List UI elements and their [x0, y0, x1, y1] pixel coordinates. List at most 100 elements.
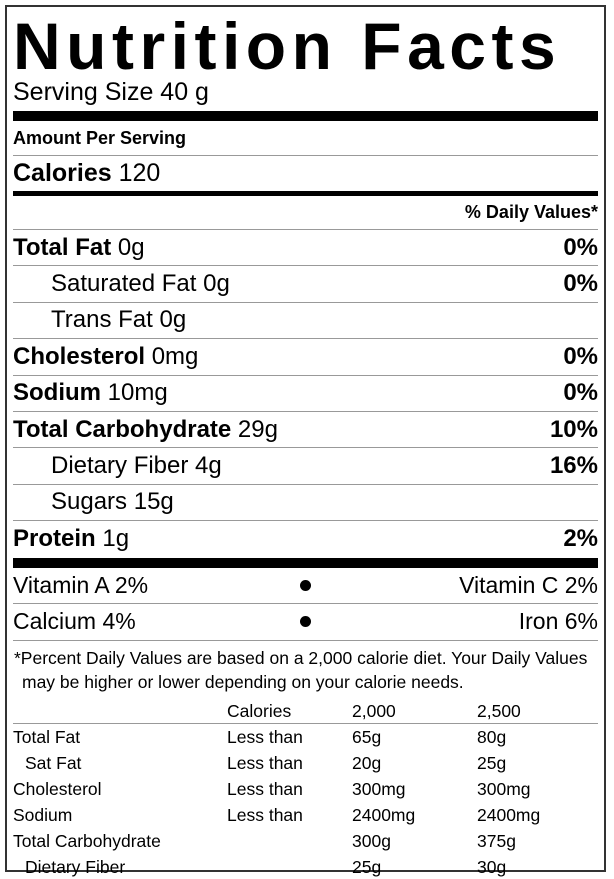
vitamin-row: Calcium 4% Iron 6%: [13, 604, 598, 641]
nutrient-daily-value: 2%: [563, 525, 598, 553]
nutrient-name: Dietary Fiber 4g: [51, 452, 222, 480]
nutrient-name: Sugars 15g: [51, 488, 174, 516]
table-header: Calories 2,000 2,500: [13, 698, 598, 724]
nutrient-label: Dietary Fiber: [51, 452, 189, 480]
nutrient-daily-value: 16%: [549, 452, 598, 480]
vitamin-right: Vitamin C 2%: [459, 571, 598, 598]
amount-per-serving: Amount Per Serving: [13, 121, 598, 156]
nutrient-label: Trans Fat: [51, 306, 153, 334]
nutrient-amount: 15g: [133, 488, 174, 516]
nutrient-amount: 4g: [195, 452, 222, 480]
nutrition-facts-label: Nutrition Facts Serving Size 40 g Amount…: [5, 5, 606, 877]
label-title: Nutrition Facts: [13, 9, 562, 83]
table-cell: 2400mg: [477, 804, 541, 825]
table-cell: 25g: [352, 856, 382, 877]
nutrient-name: Protein 1g: [13, 525, 129, 553]
divider-thick: [13, 557, 598, 568]
table-cell: 65g: [352, 726, 382, 747]
vitamin-left: Vitamin A 2%: [13, 571, 149, 598]
table-row: Dietary Fiber 25g 30g: [13, 854, 598, 879]
table-cell: Total Carbohydrate: [13, 830, 161, 851]
nutrient-label: Cholesterol: [13, 342, 146, 370]
table-cell: 30g: [477, 856, 507, 877]
table-cell: Total Fat: [13, 726, 81, 747]
nutrient-amount: 0g: [117, 233, 145, 261]
table-cell: Less than: [227, 778, 303, 799]
calories-label: Calories: [13, 159, 112, 187]
table-cell: [227, 828, 352, 854]
table-cell: Cholesterol: [13, 778, 102, 799]
nutrient-row: Protein 1g 2%: [13, 521, 598, 557]
bullet-icon: [300, 616, 311, 628]
nutrient-name: Total Carbohydrate 29g: [13, 416, 278, 444]
daily-values-header: % Daily Values*: [13, 196, 598, 230]
reference-table: Calories 2,000 2,500 Total Fat Less than 65g 8…: [13, 698, 598, 879]
nutrient-name: Cholesterol 0mg: [13, 343, 198, 371]
nutrient-amount: 0mg: [151, 342, 199, 370]
nutrient-daily-value: 10%: [549, 415, 598, 443]
nutrient-label: Total Fat: [13, 233, 112, 261]
divider-medium: [13, 191, 598, 196]
nutrient-daily-value: 0%: [563, 233, 598, 261]
vitamin-row: Vitamin A 2% Vitamin C 2%: [13, 568, 598, 605]
calories-value: 120: [118, 159, 161, 187]
table-cell: 2,000: [352, 700, 396, 721]
nutrient-name: Sodium 10mg: [13, 379, 168, 407]
table-cell: 2,500: [477, 700, 521, 721]
table-cell: 300mg: [352, 778, 406, 799]
divider-thick: [13, 111, 598, 121]
table-row: Sat Fat Less than 20g 25g: [13, 750, 598, 776]
nutrient-row: Sodium 10mg 0%: [13, 376, 598, 412]
table-cell: Less than: [227, 752, 303, 773]
table-cell: Sat Fat: [25, 752, 82, 773]
nutrient-amount: 10mg: [107, 379, 168, 407]
nutrient-name: Saturated Fat 0g: [51, 270, 230, 298]
table-row: Total Carbohydrate 300g 375g: [13, 828, 598, 854]
table-row: Sodium Less than 2400mg 2400mg: [13, 802, 598, 828]
vitamin-right: Iron 6%: [518, 608, 598, 635]
nutrient-label: Protein: [13, 525, 96, 553]
table-row: Total Fat Less than 65g 80g: [13, 724, 598, 750]
vitamin-left: Calcium 4%: [13, 608, 136, 635]
table-cell: Less than: [227, 804, 303, 825]
table-cell: 20g: [352, 752, 382, 773]
nutrient-row: Cholesterol 0mg 0%: [13, 339, 598, 376]
table-row: Cholesterol Less than 300mg 300mg: [13, 776, 598, 802]
nutrient-row: Total Carbohydrate 29g 10%: [13, 412, 598, 449]
nutrient-row: Sugars 15g: [13, 485, 598, 522]
table-cell: Calories: [227, 700, 292, 721]
nutrient-daily-value: 0%: [563, 270, 598, 298]
footnote: *Percent Daily Values are based on a 2,0…: [14, 647, 588, 692]
table-cell: 2400mg: [352, 804, 416, 825]
table-cell: Less than: [227, 726, 303, 747]
table-cell: 25g: [477, 752, 507, 773]
nutrient-row: Total Fat 0g 0%: [13, 230, 598, 267]
nutrient-daily-value: 0%: [563, 379, 598, 407]
nutrient-label: Saturated Fat: [51, 270, 197, 298]
table-cell: 300g: [352, 830, 391, 851]
table-cell: 300mg: [477, 778, 531, 799]
nutrient-row: Dietary Fiber 4g 16%: [13, 448, 598, 485]
nutrient-label: Sugars: [51, 488, 128, 516]
nutrient-amount: 1g: [102, 525, 130, 553]
table-cell: [227, 854, 352, 879]
nutrient-daily-value: 0%: [563, 342, 598, 370]
serving-size: Serving Size 40 g: [13, 78, 209, 106]
nutrient-amount: 0g: [159, 306, 187, 334]
table-cell: 80g: [477, 726, 507, 747]
table-cell: Dietary Fiber: [25, 856, 126, 877]
table-cell: Sodium: [13, 804, 73, 825]
nutrient-name: Trans Fat 0g: [51, 306, 186, 334]
nutrient-label: Total Carbohydrate: [13, 415, 232, 443]
calories-row: Calories 120: [13, 156, 598, 191]
vitamin-list: Vitamin A 2% Vitamin C 2% Calcium 4% Iron 6…: [13, 568, 598, 641]
nutrient-name: Total Fat 0g: [13, 234, 145, 262]
nutrient-row: Trans Fat 0g: [13, 303, 598, 340]
bullet-icon: [300, 579, 311, 591]
table-cell: 375g: [477, 830, 516, 851]
nutrient-amount: 0g: [203, 270, 230, 298]
nutrient-list: Total Fat 0g 0% Saturated Fat 0g 0% Trans Fa…: [13, 230, 598, 558]
nutrient-label: Sodium: [13, 379, 101, 407]
nutrient-row: Saturated Fat 0g 0%: [13, 266, 598, 303]
nutrient-amount: 29g: [237, 415, 278, 443]
